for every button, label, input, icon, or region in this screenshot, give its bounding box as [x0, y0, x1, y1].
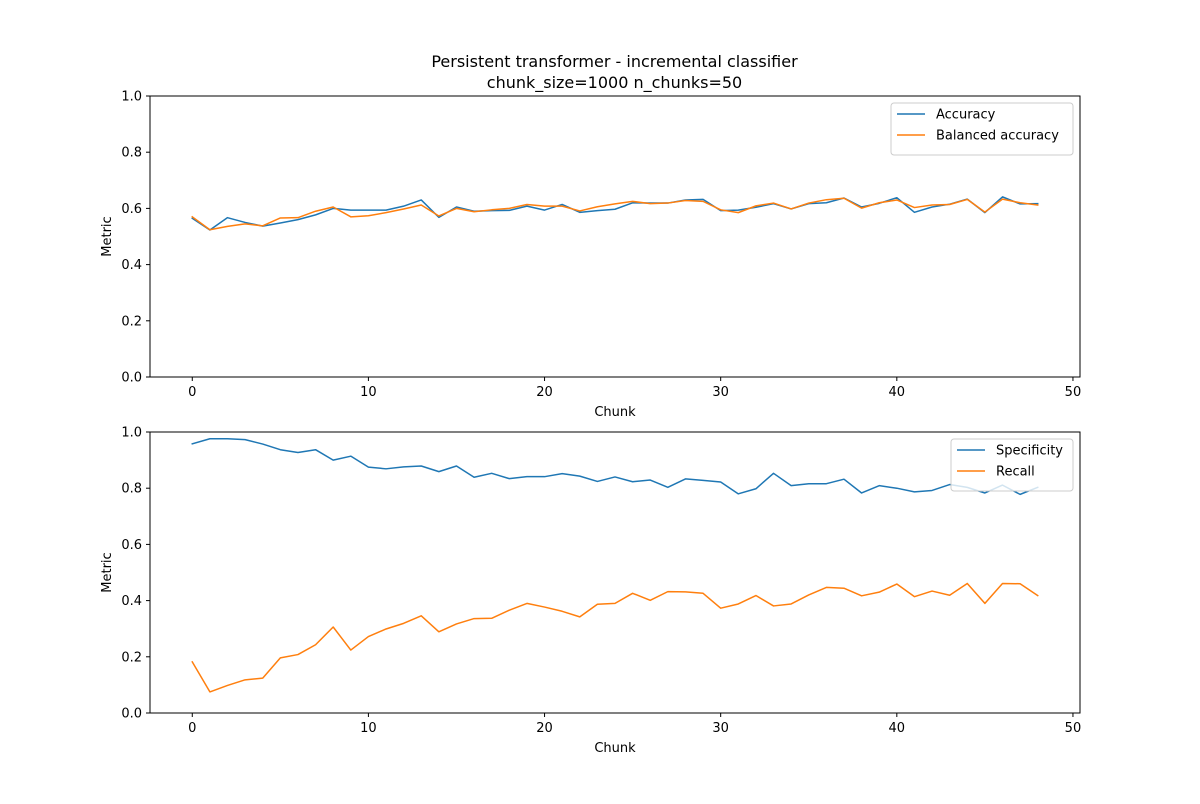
- series-line-balanced-accuracy: [191, 197, 1039, 231]
- x-tick-label: 0: [188, 721, 196, 736]
- x-tick-label: 10: [360, 721, 377, 736]
- y-tick-label: 1.0: [121, 90, 142, 105]
- subplot-1: 0 10 20 30 40 50 0.0 0.2 0.4 0.6 0.8 1.0 Chunk Metric…: [100, 90, 1081, 421]
- x-axis-label: Chunk: [594, 741, 636, 756]
- series-line-accuracy: [191, 196, 1039, 231]
- legend-box: [950, 438, 1074, 492]
- y-axis-label: Metric: [100, 216, 115, 256]
- x-tick-label: 30: [712, 721, 729, 736]
- x-tick-label: 20: [536, 385, 553, 400]
- legend: Specificity Recall: [950, 438, 1074, 492]
- subplot-2: 0 10 20 30 40 50 0.0 0.2 0.4 0.6 0.8 1.0 Chunk Metric…: [100, 426, 1081, 757]
- legend-label: Recall: [996, 465, 1035, 480]
- x-tick-label: 40: [889, 385, 906, 400]
- legend-label: Accuracy: [936, 108, 996, 123]
- y-tick-label: 0.0: [121, 371, 142, 386]
- y-tick-label: 0.8: [121, 146, 142, 161]
- x-tick-label: 20: [536, 721, 553, 736]
- plot-frame: [149, 431, 1081, 714]
- x-tick-label: 10: [360, 385, 377, 400]
- x-axis-label: Chunk: [594, 405, 636, 420]
- x-tick-label: 50: [1065, 385, 1082, 400]
- x-tick-label: 40: [889, 721, 906, 736]
- legend-label: Specificity: [996, 444, 1063, 459]
- y-axis-label: Metric: [100, 552, 115, 592]
- y-tick-label: 0.2: [121, 650, 142, 665]
- series-line-recall: [191, 582, 1039, 693]
- x-tick-label: 30: [712, 385, 729, 400]
- legend: Accuracy Balanced accuracy: [890, 102, 1074, 156]
- y-tick-label: 0.8: [121, 482, 142, 497]
- x-tick-label: 0: [188, 385, 196, 400]
- legend-box: [890, 102, 1074, 156]
- y-tick-label: 1.0: [121, 426, 142, 441]
- series-line-specificity: [191, 437, 1039, 496]
- x-tick-label: 50: [1065, 721, 1082, 736]
- y-tick-label: 0.4: [121, 258, 142, 273]
- plot-frame: [149, 95, 1081, 378]
- figure-title-line1: Persistent transformer - incremental cla…: [431, 52, 798, 71]
- figure-title-line2: chunk_size=1000 n_chunks=50: [487, 73, 742, 93]
- y-tick-label: 0.6: [121, 202, 142, 217]
- y-tick-label: 0.0: [121, 707, 142, 722]
- legend-label: Balanced accuracy: [936, 129, 1059, 144]
- y-tick-label: 0.6: [121, 538, 142, 553]
- y-tick-label: 0.4: [121, 594, 142, 609]
- y-tick-label: 0.2: [121, 314, 142, 329]
